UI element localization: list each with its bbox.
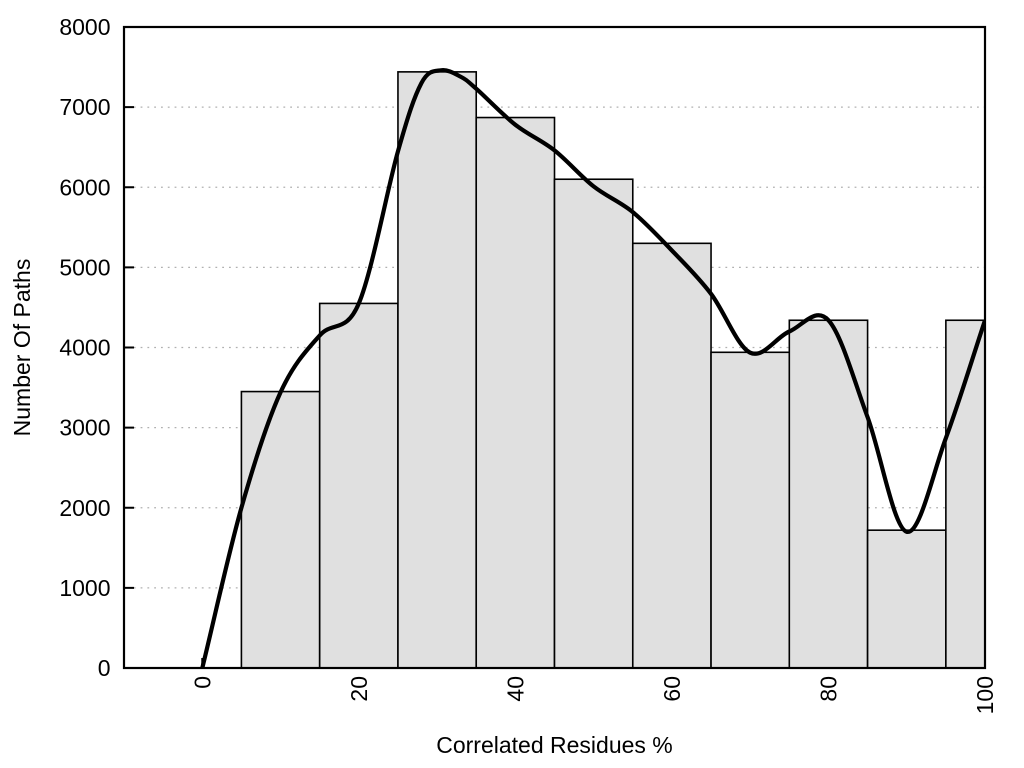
y-tick-label: 8000 (59, 14, 110, 40)
y-tick-label: 7000 (59, 94, 110, 120)
bars-layer (240, 71, 986, 669)
histogram-bar (475, 116, 556, 669)
y-tick-label: 5000 (59, 254, 110, 280)
x-axis-title: Correlated Residues % (436, 732, 673, 758)
histogram-bar (631, 242, 712, 669)
x-tick-label: 40 (502, 676, 528, 702)
x-tick-label: 60 (659, 676, 685, 702)
y-tick-label: 4000 (59, 335, 110, 361)
y-tick-label: 3000 (59, 415, 110, 441)
histogram-bar (710, 351, 791, 669)
y-axis-title: Number Of Paths (9, 259, 35, 437)
y-tick-label: 0 (98, 655, 111, 681)
histogram-bar (397, 71, 478, 669)
x-tick-label: 0 (189, 676, 215, 689)
curve-layer (200, 68, 986, 669)
plot-border (122, 25, 987, 670)
histogram-bar (788, 319, 869, 669)
histogram-bar (318, 302, 399, 669)
distribution-curve (200, 68, 986, 669)
y-tick-label: 6000 (59, 174, 110, 200)
histogram-bar (553, 178, 634, 669)
histogram-bar (240, 390, 321, 669)
x-tick-label: 20 (346, 676, 372, 702)
y-tick-label: 1000 (59, 575, 110, 601)
x-tick-label: 80 (815, 676, 841, 702)
y-tick-labels: 0 1000 2000 3000 4000 5000 6000 7000 8000 (59, 14, 110, 681)
histogram-bar (866, 529, 947, 669)
y-tick-label: 2000 (59, 495, 110, 521)
x-tick-labels: 0 20 40 60 80 100 (189, 676, 998, 714)
x-tick-label: 100 (972, 676, 998, 714)
